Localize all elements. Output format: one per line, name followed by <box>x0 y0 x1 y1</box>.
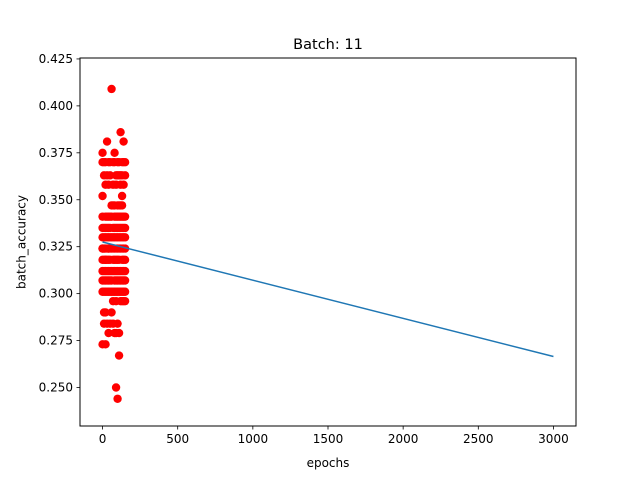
data-point <box>102 137 112 146</box>
chart-title: Batch: 11 <box>293 37 363 53</box>
data-point <box>117 191 127 201</box>
x-tick-label: 500 <box>166 432 189 446</box>
y-tick-label: 0.325 <box>39 240 73 254</box>
data-point <box>120 296 130 306</box>
data-point <box>120 287 130 296</box>
data-point <box>98 191 107 201</box>
data-point <box>120 171 130 180</box>
data-point <box>113 394 122 403</box>
y-tick-label: 0.275 <box>39 334 73 348</box>
trend-line <box>102 241 554 358</box>
x-tick-label: 2500 <box>463 432 494 446</box>
data-point <box>101 340 110 349</box>
plot-frame <box>79 57 577 427</box>
data-point <box>120 233 130 242</box>
data-point <box>98 148 107 158</box>
y-tick-label: 0.350 <box>39 193 73 207</box>
data-point <box>119 180 128 189</box>
data-point <box>120 212 130 221</box>
data-point <box>113 319 122 328</box>
data-point <box>120 276 130 285</box>
data-point <box>111 383 121 392</box>
data-point <box>119 137 128 146</box>
y-tick-label: 0.300 <box>39 287 73 301</box>
data-point <box>120 223 130 233</box>
plot-content <box>98 84 554 403</box>
data-point <box>114 351 124 360</box>
data-point <box>107 308 116 317</box>
x-tick-label: 2000 <box>388 432 419 446</box>
x-tick-label: 1500 <box>313 432 344 446</box>
data-point <box>114 328 124 338</box>
x-tick-label: 1000 <box>238 432 269 446</box>
x-tick-label: 3000 <box>538 432 569 446</box>
y-tick-label: 0.250 <box>39 381 73 395</box>
y-tick-label: 0.425 <box>39 52 73 66</box>
data-point <box>117 201 127 210</box>
data-point <box>107 84 116 94</box>
data-point <box>120 266 130 276</box>
data-point <box>101 308 110 317</box>
data-point <box>110 148 119 158</box>
data-point <box>104 328 113 338</box>
y-tick-label: 0.400 <box>39 99 73 113</box>
x-axis: 0 500 1000 1500 2000 2500 3000 <box>99 426 569 446</box>
data-point <box>116 127 125 137</box>
y-axis: 0.250 0.275 0.300 0.325 0.350 0.375 0.400 0.425 <box>39 52 80 395</box>
y-axis-label: batch_accuracy <box>15 195 29 289</box>
x-tick-label: 0 <box>99 432 107 446</box>
y-tick-label: 0.375 <box>39 146 73 160</box>
x-axis-label: epochs <box>307 456 350 470</box>
data-point <box>105 171 115 180</box>
data-point <box>120 158 130 167</box>
data-point <box>120 255 130 265</box>
